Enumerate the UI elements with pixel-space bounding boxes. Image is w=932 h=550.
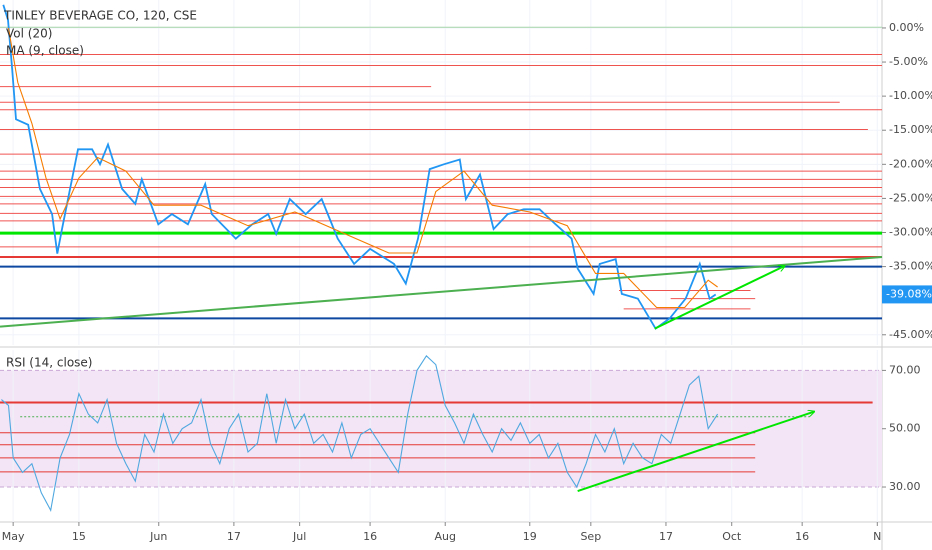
x-tick-label: 17: [227, 530, 241, 543]
series-line: [7, 27, 718, 309]
trend-line: [0, 256, 883, 328]
rsi-legend: RSI (14, close): [6, 356, 92, 370]
chart-title: TINLEY BEVERAGE CO, 120, CSE: [3, 9, 197, 23]
y-tick-label: 0.00%: [889, 21, 924, 34]
y-tick-label: 70.00: [889, 363, 921, 376]
trend-line: [654, 266, 785, 330]
y-tick-label: -30.00%: [889, 226, 932, 239]
x-tick-label: Oct: [722, 530, 742, 543]
ma-legend: MA (9, close): [6, 44, 84, 58]
y-tick-label: -35.00%: [889, 260, 932, 273]
y-tick-label: 30.00: [889, 480, 921, 493]
x-tick-label: Aug: [434, 530, 455, 543]
y-tick-label: -25.00%: [889, 191, 932, 204]
x-tick-label: 16: [363, 530, 377, 543]
last-value-label: -39.08%: [886, 287, 932, 300]
y-tick-label: -15.00%: [889, 123, 932, 136]
trend-line: [577, 412, 815, 493]
y-tick-label: 50.00: [889, 422, 921, 435]
x-tick-label: 19: [523, 530, 537, 543]
volume-legend: Vol (20): [6, 27, 52, 41]
rsi-band: [0, 370, 882, 488]
x-tick-label: Jul: [292, 530, 306, 543]
last-value-box: [882, 285, 932, 304]
y-tick-label: -45.00%: [889, 328, 932, 341]
y-tick-label: -10.00%: [889, 89, 932, 102]
x-tick-label: N: [873, 530, 881, 543]
x-tick-label: May: [2, 530, 25, 543]
x-tick-label: 16: [795, 530, 809, 543]
x-tick-label: Sep: [580, 530, 601, 543]
x-tick-label: 17: [659, 530, 673, 543]
x-tick-label: Jun: [149, 530, 167, 543]
x-tick-label: 15: [72, 530, 86, 543]
y-tick-label: -20.00%: [889, 157, 932, 170]
y-tick-label: -5.00%: [889, 55, 928, 68]
series-line: [1, 354, 719, 512]
